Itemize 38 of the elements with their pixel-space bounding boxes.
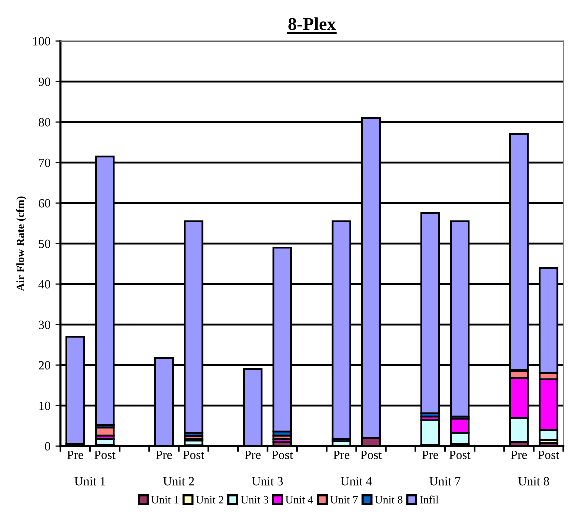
legend-label: Unit 2 (196, 496, 224, 504)
x-tick-label: Post (538, 450, 560, 460)
y-tick-label: 30 (39, 320, 50, 330)
legend-label: Infil (420, 496, 439, 504)
y-tick-label: 80 (38, 118, 50, 127)
x-tick-label: Pre (156, 450, 172, 460)
y-tick-label: 40 (38, 280, 50, 289)
legend-label: Unit 4 (286, 496, 314, 504)
y-tick-label: 90 (38, 78, 50, 86)
text: Unit 3 (252, 477, 284, 486)
chart-title: 8-Plex (288, 18, 336, 30)
legend-label: Unit 1 (152, 496, 179, 504)
y-axis-title: Air Flow Rate (cfm) (16, 196, 27, 292)
x-tick-label: Post (183, 450, 204, 460)
x-tick-label: Post (360, 450, 382, 460)
text: Unit 8 (518, 477, 550, 486)
y-tick-label: 50 (39, 240, 50, 248)
text: Unit 1 (74, 477, 106, 486)
x-tick-label: Post (94, 450, 116, 460)
legend-label: Unit 3 (241, 496, 268, 504)
x-tick-label: Pre (334, 450, 350, 460)
y-tick-label: 0 (45, 442, 50, 451)
x-tick-label: Pre (68, 450, 84, 460)
y-tick-label: 20 (39, 361, 50, 370)
text: Unit 7 (430, 477, 461, 486)
x-tick-label: Pre (244, 450, 261, 460)
legend-label: Unit 8 (375, 496, 403, 504)
text: Unit 4 (340, 477, 372, 486)
y-tick-label: 100 (33, 37, 50, 46)
legend-label: Unit 7 (330, 496, 358, 504)
y-tick-label: 70 (39, 158, 50, 168)
y-tick-label: 10 (40, 402, 50, 410)
text: Unit 2 (163, 477, 194, 486)
x-tick-label: Post (272, 450, 294, 460)
x-tick-label: Pre (511, 450, 528, 460)
y-tick-label: 60 (39, 199, 50, 208)
x-tick-label: Pre (422, 450, 438, 460)
x-tick-label: Post (450, 450, 471, 460)
